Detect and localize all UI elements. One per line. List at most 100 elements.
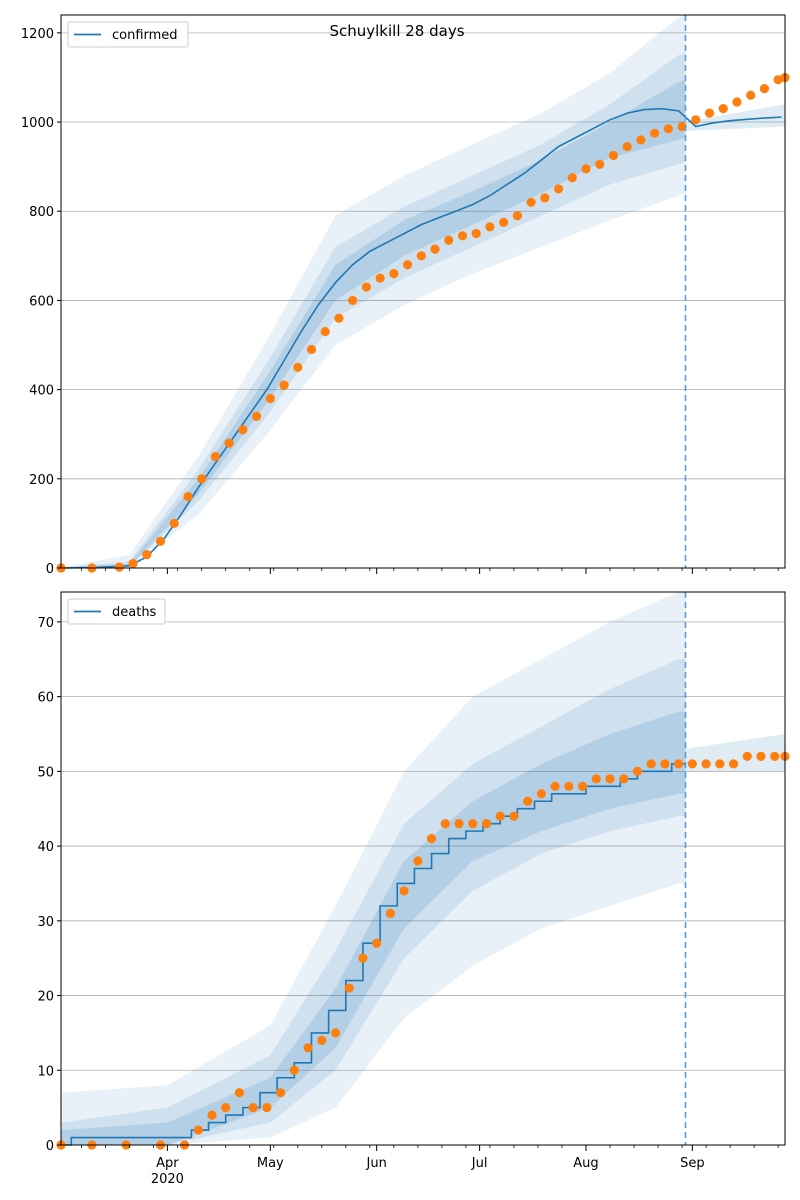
confidence-band <box>61 711 686 1145</box>
observed-point <box>495 811 505 821</box>
plot-area <box>61 15 785 568</box>
y-tick-label: 0 <box>46 1139 54 1154</box>
observed-point <box>756 751 766 762</box>
observed-points <box>56 72 790 573</box>
observed-point <box>303 1043 313 1053</box>
observed-point <box>197 474 207 484</box>
observed-point <box>759 83 770 94</box>
observed-point <box>715 759 725 769</box>
axes-frame <box>60 591 786 1146</box>
x-tick-label: Aug <box>573 1156 598 1171</box>
y-tick-label: 200 <box>29 473 54 488</box>
observed-point <box>155 536 166 546</box>
observed-point <box>663 124 673 134</box>
observed-point <box>540 193 550 203</box>
observed-point <box>183 492 193 502</box>
model-fit-line <box>60 107 782 569</box>
observed-point <box>567 173 577 183</box>
y-tick-label: 1000 <box>21 116 54 131</box>
observed-point <box>444 235 454 245</box>
observed-point <box>732 97 742 107</box>
observed-point <box>361 282 371 292</box>
observed-point <box>581 164 591 174</box>
observed-point <box>701 759 711 769</box>
observed-point <box>238 425 248 435</box>
confidence-band <box>61 52 686 569</box>
observed-point <box>128 558 138 569</box>
y-axis-ticks: 0 10 20 30 40 50 60 70 <box>37 616 61 1154</box>
observed-point <box>454 819 464 829</box>
chart-title: Schuylkill 28 days <box>329 22 464 40</box>
observed-point <box>169 518 179 529</box>
observed-point <box>485 222 495 232</box>
observed-point <box>426 834 437 844</box>
observed-point <box>334 313 344 323</box>
observed-point <box>471 228 481 239</box>
observed-point <box>677 121 687 132</box>
observed-point <box>650 128 660 138</box>
observed-point <box>372 938 382 948</box>
observed-point <box>704 108 715 118</box>
y-tick-label: 800 <box>29 205 54 220</box>
observed-point <box>526 197 536 207</box>
confidence-band <box>61 79 686 569</box>
observed-point <box>210 451 221 462</box>
observed-point <box>251 411 262 421</box>
observed-point <box>595 159 605 169</box>
observed-point <box>114 562 124 572</box>
observed-point <box>605 774 615 784</box>
observed-point <box>691 115 701 125</box>
x-tick-label: Apr <box>156 1156 179 1171</box>
observed-point <box>440 819 450 829</box>
observed-point <box>207 1110 217 1120</box>
y-tick-label: 600 <box>29 294 54 309</box>
observed-point <box>276 1088 286 1098</box>
observed-point <box>687 759 697 769</box>
observed-point <box>591 774 601 784</box>
confidence-bands <box>61 592 785 1145</box>
observed-point <box>289 1065 299 1075</box>
observed-point <box>564 781 574 791</box>
observed-point <box>330 1028 341 1038</box>
observed-point <box>375 273 385 283</box>
observed-point <box>402 260 413 270</box>
legend-box <box>67 598 166 625</box>
y-tick-label: 0 <box>46 562 54 577</box>
y-tick-label: 1200 <box>21 27 54 42</box>
observed-point <box>742 751 752 762</box>
observed-point <box>389 269 399 279</box>
observed-point <box>636 135 646 145</box>
observed-point <box>674 759 684 769</box>
observed-point <box>499 217 509 227</box>
observed-point <box>632 766 643 776</box>
observed-point <box>142 550 152 560</box>
observed-point <box>468 819 478 829</box>
observed-point <box>577 781 588 791</box>
y-tick-label: 20 <box>37 990 54 1005</box>
observed-point <box>457 231 468 241</box>
observed-point <box>348 295 358 306</box>
observed-point <box>385 908 396 918</box>
legend: deaths <box>67 598 166 625</box>
observed-point <box>413 856 423 866</box>
observed-point <box>262 1103 272 1113</box>
legend: confirmed <box>67 21 189 48</box>
x-axis-ticks <box>81 568 779 574</box>
observed-point <box>553 184 564 194</box>
observed-point <box>317 1035 327 1045</box>
observed-point <box>509 811 519 821</box>
confidence-band <box>61 592 686 1145</box>
observed-point <box>718 104 728 114</box>
observed-point <box>248 1103 258 1113</box>
legend-box <box>67 21 189 48</box>
observed-point <box>265 393 275 404</box>
x-tick-label: 2020 <box>151 1172 184 1187</box>
observed-point <box>279 380 289 390</box>
legend-label-deaths: deaths <box>112 605 157 620</box>
observed-point <box>746 90 756 100</box>
observed-point <box>399 886 409 896</box>
model-fit-line <box>61 763 686 1146</box>
